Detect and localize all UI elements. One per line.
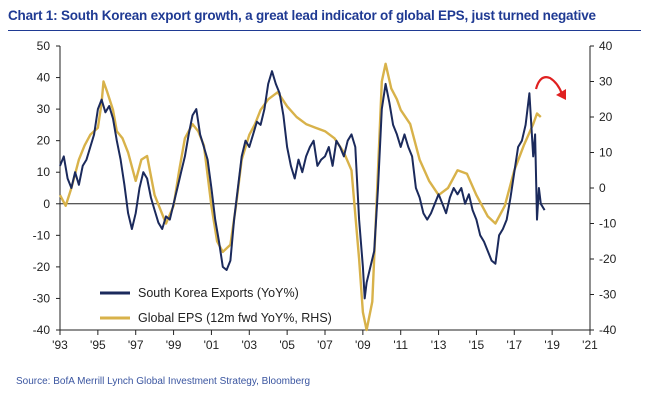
red-arrow-annotation	[534, 76, 566, 100]
red-arrow-head	[556, 89, 566, 100]
y-right-tick-label: 30	[599, 75, 613, 89]
y-right-tick-label: -40	[599, 323, 617, 337]
x-tick-label: '03	[241, 338, 257, 352]
y-left-tick-label: 50	[37, 39, 51, 53]
y-left-tick-label: 0	[43, 197, 50, 211]
red-arrow-curve	[534, 76, 564, 95]
x-tick-label: '21	[582, 338, 598, 352]
y-left-tick-label: 20	[37, 134, 51, 148]
y-right-tick-label: -30	[599, 288, 617, 302]
x-tick-label: '99	[166, 338, 182, 352]
x-tick-label: '97	[128, 338, 144, 352]
x-tick-label: '11	[393, 338, 408, 352]
axes-group: 50 40 30 20 10 0 -10 -20 -30 -40 40 30 20 10 0 -10 -20 -3…	[33, 39, 617, 352]
chart-title: Chart 1: South Korean export growth, a g…	[8, 8, 596, 23]
y-left-tick-label: -30	[33, 291, 51, 305]
y-right-tick-label: -10	[599, 217, 617, 231]
series-line-exports	[59, 70, 546, 300]
series-line-eps	[58, 62, 542, 332]
y-left-tick-label: 30	[37, 102, 51, 116]
y-left-tick-label: -10	[33, 228, 51, 242]
x-tick-label: '17	[506, 338, 522, 352]
x-tick-label: '09	[355, 338, 371, 352]
y-right-tick-label: 10	[599, 146, 613, 160]
y-left-tick-label: 10	[37, 165, 51, 179]
legend: South Korea Exports (YoY%) Global EPS (1…	[100, 286, 332, 325]
x-tick-label: '13	[431, 338, 447, 352]
y-right-tick-label: 40	[599, 39, 613, 53]
x-tick-label: '93	[52, 338, 68, 352]
y-left-tick-label: -40	[33, 323, 51, 337]
x-tick-label: '05	[279, 338, 295, 352]
y-right-tick-label: 0	[599, 181, 606, 195]
y-left-tick-label: 40	[37, 71, 51, 85]
title-rule	[8, 30, 641, 31]
x-tick-label: '07	[317, 338, 333, 352]
y-left-tick-label: -20	[33, 260, 51, 274]
x-tick-label: '95	[90, 338, 106, 352]
series-group	[58, 62, 546, 332]
legend-label-exports: South Korea Exports (YoY%)	[138, 286, 299, 300]
x-tick-label: '15	[469, 338, 485, 352]
x-tick-label: '19	[544, 338, 560, 352]
legend-label-eps: Global EPS (12m fwd YoY%, RHS)	[138, 311, 332, 325]
y-right-tick-label: -20	[599, 252, 617, 266]
chart-source: Source: BofA Merrill Lynch Global Invest…	[16, 376, 311, 387]
x-tick-label: '01	[204, 338, 220, 352]
y-right-tick-label: 20	[599, 110, 613, 124]
